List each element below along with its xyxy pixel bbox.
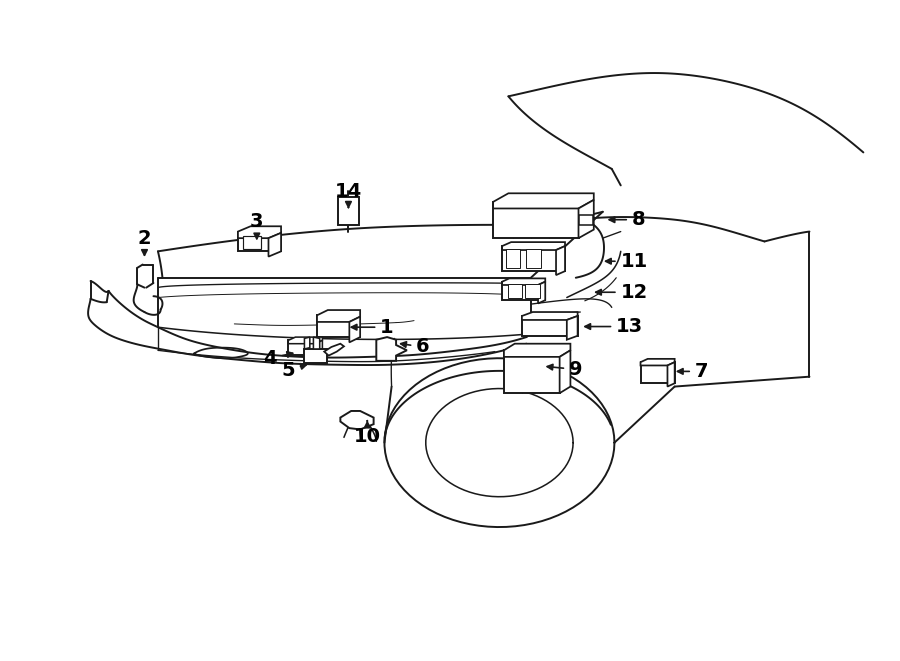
Bar xyxy=(504,350,560,393)
Polygon shape xyxy=(502,278,545,285)
Polygon shape xyxy=(538,282,545,303)
Polygon shape xyxy=(238,226,281,238)
Bar xyxy=(238,231,281,251)
Polygon shape xyxy=(313,337,320,349)
Polygon shape xyxy=(324,344,344,356)
Bar xyxy=(288,340,322,355)
Polygon shape xyxy=(315,340,322,358)
Bar xyxy=(579,215,593,225)
Bar xyxy=(243,235,261,249)
Bar xyxy=(502,246,565,271)
Polygon shape xyxy=(641,359,675,366)
Bar xyxy=(641,362,675,383)
Polygon shape xyxy=(349,317,360,342)
Polygon shape xyxy=(556,246,565,275)
Bar xyxy=(493,202,579,238)
Bar xyxy=(304,349,327,364)
Polygon shape xyxy=(522,312,578,320)
Polygon shape xyxy=(493,193,594,208)
Polygon shape xyxy=(579,200,594,238)
Polygon shape xyxy=(376,337,407,361)
Bar xyxy=(338,197,359,225)
Bar xyxy=(506,249,520,268)
Polygon shape xyxy=(268,233,281,256)
Bar xyxy=(526,249,541,268)
Polygon shape xyxy=(502,242,565,250)
Polygon shape xyxy=(504,344,571,357)
Polygon shape xyxy=(668,362,675,387)
Text: 1: 1 xyxy=(351,318,394,336)
Text: 8: 8 xyxy=(609,210,645,229)
Text: 4: 4 xyxy=(264,349,292,368)
Text: 10: 10 xyxy=(354,421,381,446)
Text: 12: 12 xyxy=(596,283,648,301)
Text: 2: 2 xyxy=(138,229,151,255)
Text: 13: 13 xyxy=(585,317,644,336)
Polygon shape xyxy=(288,337,322,344)
Polygon shape xyxy=(317,310,360,322)
Bar xyxy=(526,284,540,297)
Text: 14: 14 xyxy=(335,182,362,208)
Polygon shape xyxy=(567,316,578,340)
Bar xyxy=(522,316,578,336)
Text: 5: 5 xyxy=(282,361,306,379)
Polygon shape xyxy=(304,337,310,349)
Polygon shape xyxy=(560,350,571,393)
Bar xyxy=(317,315,360,337)
Text: 11: 11 xyxy=(606,252,648,271)
Text: 9: 9 xyxy=(547,360,582,379)
Polygon shape xyxy=(340,411,374,430)
Bar xyxy=(502,282,545,300)
Bar xyxy=(508,284,522,297)
Text: 3: 3 xyxy=(250,212,264,239)
Text: 7: 7 xyxy=(678,362,708,381)
Text: 6: 6 xyxy=(400,338,430,356)
